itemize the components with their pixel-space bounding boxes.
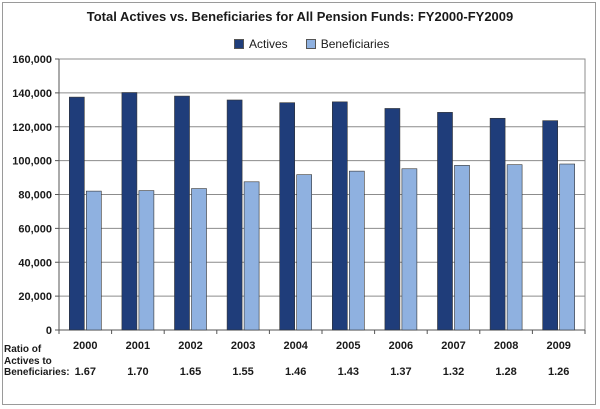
legend-swatch-actives: [234, 39, 244, 49]
y-tick-label: 140,000: [12, 88, 52, 100]
ratio-value: 1.67: [75, 366, 96, 378]
x-tick-label: 2006: [389, 340, 413, 352]
x-tick-label: 2004: [283, 340, 308, 352]
ratio-value: 1.37: [390, 366, 411, 378]
x-tick-label: 2003: [231, 340, 255, 352]
ratio-row-label: Ratio of Actives to Beneficiaries:: [4, 344, 70, 379]
y-tick-label: 20,000: [18, 291, 52, 303]
y-tick-label: 160,000: [12, 54, 52, 66]
ratio-label-line: Beneficiaries:: [4, 367, 70, 378]
ratio-value: 1.65: [180, 366, 201, 378]
y-tick-label: 80,000: [18, 190, 52, 202]
ratio-value: 1.28: [495, 366, 516, 378]
ratio-value: 1.46: [285, 366, 306, 378]
bar-beneficiaries-2007: [454, 165, 470, 331]
bar-actives-2006: [384, 108, 401, 331]
bar-beneficiaries-2004: [296, 174, 313, 331]
y-tick-label: 0: [46, 325, 52, 337]
bar-actives-2002: [174, 95, 190, 331]
ratio-value: 1.32: [443, 366, 464, 378]
legend-label-actives: Actives: [249, 37, 288, 51]
legend-item-beneficiaries: Beneficiaries: [305, 37, 390, 51]
ratio-value: 1.70: [127, 366, 148, 378]
bar-beneficiaries-2003: [243, 181, 260, 331]
bar-actives-2009: [542, 120, 559, 331]
x-tick-label: 2007: [441, 340, 465, 352]
y-tick-label: 100,000: [12, 156, 52, 168]
x-tick-label: 2000: [73, 340, 97, 352]
legend-swatch-beneficiaries: [305, 39, 316, 49]
bar-beneficiaries-2008: [506, 164, 523, 331]
y-tick-label: 60,000: [18, 223, 52, 235]
x-tick-label: 2008: [494, 340, 518, 352]
legend: Actives Beneficiaries: [234, 37, 407, 51]
legend-label-beneficiaries: Beneficiaries: [320, 37, 390, 51]
chart-title: Total Actives vs. Beneficiaries for All …: [86, 9, 514, 24]
x-tick-label: 2009: [546, 340, 570, 352]
bar-actives-2003: [226, 99, 243, 331]
ratio-label-line: Actives to: [4, 355, 52, 367]
bar-actives-2001: [121, 92, 138, 331]
bar-beneficiaries-2005: [348, 170, 365, 331]
bar-actives-2008: [489, 117, 506, 331]
bar-actives-2004: [279, 102, 296, 331]
y-tick-label: 120,000: [12, 122, 52, 134]
ratio-value: 1.43: [338, 366, 359, 378]
bar-beneficiaries-2002: [191, 188, 207, 331]
ratio-value: 1.26: [548, 366, 569, 378]
legend-item-actives: Actives: [234, 37, 288, 51]
x-tick-label: 2002: [178, 340, 202, 352]
bar-beneficiaries-2000: [86, 190, 102, 331]
ratio-label-line: Ratio of: [4, 344, 42, 355]
bar-actives-2005: [331, 101, 348, 331]
bar-actives-2000: [69, 96, 85, 331]
bar-actives-2007: [437, 112, 453, 331]
x-tick-label: 2001: [126, 340, 150, 352]
y-tick-label: 40,000: [18, 257, 52, 269]
bar-beneficiaries-2006: [401, 168, 418, 331]
ratio-value: 1.55: [232, 366, 253, 378]
bar-beneficiaries-2001: [138, 190, 155, 331]
bar-beneficiaries-2009: [559, 163, 576, 331]
x-tick-label: 2005: [336, 340, 360, 352]
